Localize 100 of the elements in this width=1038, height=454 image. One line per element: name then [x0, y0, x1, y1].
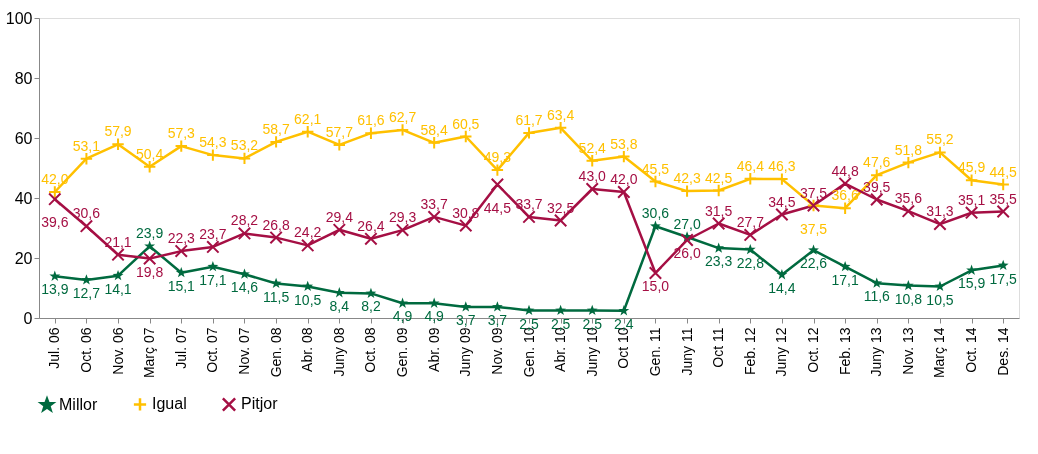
data-label: 61,7	[515, 111, 543, 128]
x-tick-label: Nov. 06	[109, 327, 126, 375]
legend-label: Pitjor	[241, 395, 279, 413]
data-label: 35,1	[957, 191, 986, 208]
x-tick-label: Gen. 09	[394, 327, 411, 378]
data-label: 35,6	[894, 190, 923, 207]
data-label: 53,8	[610, 135, 638, 152]
data-label: 53,1	[72, 137, 101, 154]
data-label: 31,5	[705, 202, 733, 219]
data-label: 22,3	[167, 230, 196, 247]
x-tick-label: Feb. 13	[836, 327, 853, 375]
data-label: 14,4	[768, 279, 796, 296]
data-label: 42,0	[610, 171, 638, 187]
data-label: 13,9	[41, 281, 69, 298]
x-tick-label: Març 07	[141, 327, 158, 379]
data-label: 14,1	[104, 280, 132, 297]
x-tick-label: Juny 09	[457, 327, 474, 377]
data-label: 32,5	[546, 199, 575, 216]
data-label: 23,9	[136, 225, 164, 242]
data-label: 24,2	[294, 224, 322, 241]
data-label: 57,9	[104, 123, 132, 140]
data-label: 14,6	[230, 279, 259, 296]
x-tick-label: Juny 11	[678, 327, 695, 376]
data-label: 51,8	[894, 141, 923, 158]
data-label: 63,4	[546, 106, 575, 123]
data-label: 26,0	[673, 245, 701, 261]
data-label: 62,7	[388, 108, 417, 125]
data-label: 30,6	[72, 205, 101, 222]
data-label: 43,0	[578, 168, 607, 184]
x-tick-label: Març 14	[931, 327, 948, 379]
x-tick-label: Oct. 12	[805, 327, 822, 373]
data-label: 11,5	[262, 288, 290, 305]
y-tick-label: 40	[14, 189, 33, 207]
data-label: 22,8	[736, 254, 765, 271]
data-label: 29,3	[388, 209, 417, 226]
data-label: 35,5	[989, 190, 1018, 207]
data-label: 53,2	[230, 137, 259, 154]
data-label: 44,5	[483, 199, 512, 216]
y-tick-label: 0	[23, 309, 33, 327]
data-label: 50,4	[136, 145, 164, 162]
data-label: 55,2	[926, 131, 954, 148]
legend-label: Millor	[59, 396, 98, 414]
x-tick-label: Oct. 08	[362, 327, 379, 373]
data-label: 34,5	[768, 193, 796, 210]
x-tick-label: Gen. 11	[646, 327, 663, 377]
data-label: 15,0	[641, 278, 670, 294]
y-tick-label: 100	[5, 9, 33, 27]
x-tick-label: Jul. 06	[46, 327, 63, 369]
data-label: 33,7	[420, 195, 448, 212]
data-label: 28,2	[230, 212, 259, 229]
data-label: 58,4	[420, 121, 448, 138]
data-label: 37,5	[799, 184, 828, 201]
x-tick-label: Jul. 07	[172, 327, 189, 369]
x-tick-label: Abr. 08	[299, 327, 316, 372]
x-tick-label: Gen. 08	[267, 327, 284, 378]
data-label: 10,5	[926, 291, 954, 308]
data-label: 47,6	[863, 154, 891, 171]
data-label: 42,5	[705, 169, 733, 186]
x-tick-label: Juny 08	[330, 327, 347, 377]
data-label: 10,5	[294, 291, 322, 308]
data-label: 57,7	[325, 123, 354, 140]
y-tick-label: 60	[14, 129, 33, 147]
data-label: 3,7	[456, 311, 476, 328]
x-tick-label: Oct. 07	[204, 327, 221, 373]
data-label: 42,0	[41, 171, 69, 187]
data-label: 62,1	[294, 110, 322, 127]
legend-label: Igual	[152, 395, 187, 413]
data-label: 19,8	[136, 263, 164, 280]
data-label: 30,6	[641, 205, 670, 222]
x-tick-label: Nov. 09	[488, 327, 505, 375]
x-tick-label: Oct. 06	[77, 327, 94, 373]
x-tick-label: Juny 13	[868, 327, 885, 377]
x-tick-label: Oct. 14	[963, 327, 980, 373]
data-label: 37,5	[799, 220, 828, 237]
data-label: 44,8	[831, 162, 859, 179]
data-label: 57,3	[167, 125, 196, 142]
y-tick-label: 80	[14, 69, 33, 87]
data-label: 15,1	[167, 277, 196, 294]
data-label: 60,5	[452, 115, 480, 132]
data-label: 46,3	[768, 158, 796, 175]
x-tick-label: Oct 11	[710, 327, 727, 368]
data-label: 42,3	[673, 170, 701, 187]
data-label: 45,5	[641, 160, 670, 177]
x-tick-label: Nov. 13	[899, 327, 916, 375]
y-tick-label: 20	[14, 249, 33, 267]
data-label: 27,0	[673, 216, 701, 232]
data-label: 54,3	[199, 134, 227, 151]
x-tick-label: Des. 14	[994, 327, 1011, 376]
data-label: 4,9	[392, 308, 413, 325]
data-label: 52,4	[578, 139, 607, 156]
data-label: 4,9	[424, 308, 445, 325]
data-label: 12,7	[72, 284, 101, 301]
x-tick-label: Nov. 07	[235, 327, 252, 375]
x-tick-label: Juny 12	[773, 327, 790, 377]
data-label: 8,2	[361, 298, 381, 315]
data-label: 31,3	[926, 203, 954, 220]
data-label: 45,9	[957, 159, 986, 176]
data-label: 3,7	[487, 311, 508, 328]
data-label: 46,4	[736, 157, 765, 174]
data-label: 11,6	[863, 288, 891, 305]
